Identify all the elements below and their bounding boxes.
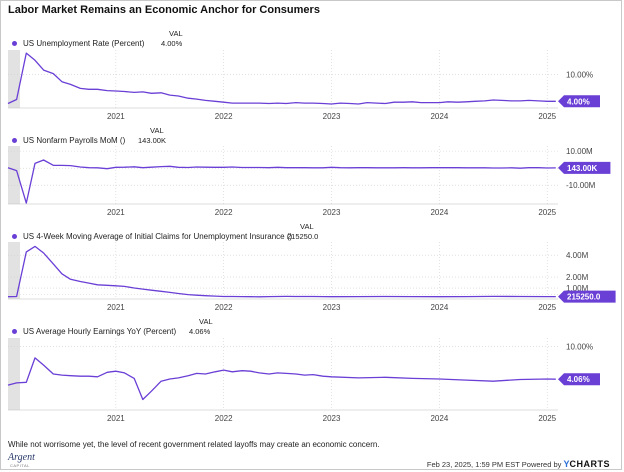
series-dot-icon bbox=[12, 234, 17, 240]
y-tick-label: 10.00M bbox=[566, 147, 593, 156]
val-unemployment: 4.00% bbox=[161, 39, 183, 48]
chart-claims: 4.00M2.00M1.00M400000.020212022202320242… bbox=[7, 242, 616, 312]
legend-claims: US 4-Week Moving Average of Initial Clai… bbox=[12, 232, 292, 241]
ycharts-logo-y: Y bbox=[563, 459, 570, 469]
x-tick-label: 2024 bbox=[430, 208, 448, 217]
series-line bbox=[7, 52, 556, 105]
x-tick-label: 2021 bbox=[107, 414, 125, 423]
y-tick-label: 4.00M bbox=[566, 251, 589, 260]
val-header: VAL bbox=[150, 126, 164, 135]
x-tick-label: 2024 bbox=[430, 414, 448, 423]
x-tick-label: 2021 bbox=[107, 303, 125, 312]
series-name-unemployment: US Unemployment Rate (Percent) bbox=[23, 39, 145, 48]
value-badge: 143.00K bbox=[558, 161, 611, 174]
x-tick-label: 2025 bbox=[538, 414, 556, 423]
x-tick-label: 2023 bbox=[323, 112, 341, 121]
val-earnings: 4.06% bbox=[189, 327, 211, 336]
chart-payrolls: 10.00M0.00-10.00M20212022202320242025143… bbox=[7, 146, 611, 217]
x-tick-label: 2023 bbox=[323, 303, 341, 312]
legend-unemployment: US Unemployment Rate (Percent) bbox=[12, 39, 144, 48]
chart-unemployment: 10.00% 2021 2022 2023 2024 2025 4.00% bbox=[7, 50, 600, 121]
value-badge: 4.00% bbox=[558, 95, 600, 108]
chart-earnings: 10.00% 2021 2022 2023 2024 2025 4.06% bbox=[7, 338, 600, 423]
value-badge-label: 4.00% bbox=[567, 97, 590, 106]
val-header: VAL bbox=[300, 222, 314, 231]
x-tick-label: 2022 bbox=[215, 112, 233, 121]
series-name-claims: US 4-Week Moving Average of Initial Clai… bbox=[23, 232, 293, 241]
argent-logo-sub: CAPITAL bbox=[10, 463, 30, 468]
x-tick-label: 2025 bbox=[538, 303, 556, 312]
x-tick-label: 2023 bbox=[323, 208, 341, 217]
argent-logo: Argent bbox=[8, 452, 35, 463]
page-title: Labor Market Remains an Economic Anchor … bbox=[8, 4, 320, 16]
x-tick-label: 2022 bbox=[215, 208, 233, 217]
value-badge: 4.06% bbox=[558, 373, 600, 386]
footer-note: While not worrisome yet, the level of re… bbox=[8, 440, 380, 449]
x-tick-label: 2022 bbox=[215, 414, 233, 423]
val-claims: 215250.0 bbox=[287, 232, 319, 241]
value-badge-bg bbox=[558, 161, 611, 174]
series-line bbox=[7, 245, 556, 298]
x-tick-label: 2025 bbox=[538, 208, 556, 217]
value-badge: 215250.0 bbox=[558, 290, 616, 303]
value-badge-label: 4.06% bbox=[567, 375, 590, 384]
timestamp-text: Feb 23, 2025, 1:59 PM EST Powered by bbox=[426, 460, 562, 469]
recession-shade bbox=[8, 50, 20, 108]
x-tick-label: 2021 bbox=[107, 112, 125, 121]
y-tick-label: 10.00% bbox=[566, 342, 593, 351]
series-line bbox=[7, 357, 556, 401]
ycharts-logo-text: CHARTS bbox=[569, 459, 610, 469]
value-badge-bg bbox=[558, 373, 600, 386]
series-dot-icon bbox=[12, 329, 17, 335]
legend-earnings: US Average Hourly Earnings YoY (Percent) bbox=[12, 327, 176, 336]
series-dot-icon bbox=[12, 41, 17, 47]
timestamp-powered-by: Feb 23, 2025, 1:59 PM EST Powered by YCH… bbox=[427, 459, 610, 469]
val-payrolls: 143.00K bbox=[138, 136, 166, 145]
val-header: VAL bbox=[199, 317, 213, 326]
x-tick-label: 2024 bbox=[430, 112, 448, 121]
y-tick-label: -10.00M bbox=[566, 181, 596, 190]
value-badge-label: 143.00K bbox=[567, 164, 597, 173]
x-tick-label: 2021 bbox=[107, 208, 125, 217]
legend-payrolls: US Nonfarm Payrolls MoM () bbox=[12, 136, 125, 145]
x-tick-label: 2023 bbox=[323, 414, 341, 423]
series-line bbox=[7, 159, 556, 204]
recession-shade bbox=[8, 146, 20, 204]
series-name-earnings: US Average Hourly Earnings YoY (Percent) bbox=[23, 327, 177, 336]
y-tick-label: 2.00M bbox=[566, 273, 589, 282]
x-tick-label: 2022 bbox=[215, 303, 233, 312]
y-tick-label: 1.00M bbox=[566, 284, 589, 293]
x-tick-label: 2024 bbox=[430, 303, 448, 312]
value-badge-bg bbox=[558, 290, 616, 303]
x-tick-label: 2025 bbox=[538, 112, 556, 121]
val-header: VAL bbox=[169, 29, 183, 38]
y-tick-label: 10.00% bbox=[566, 71, 593, 80]
recession-shade bbox=[8, 338, 20, 410]
value-badge-label: 215250.0 bbox=[567, 293, 601, 302]
series-name-payrolls: US Nonfarm Payrolls MoM () bbox=[23, 136, 126, 145]
value-badge-bg bbox=[558, 95, 600, 108]
recession-shade bbox=[8, 242, 20, 299]
series-dot-icon bbox=[12, 138, 17, 144]
